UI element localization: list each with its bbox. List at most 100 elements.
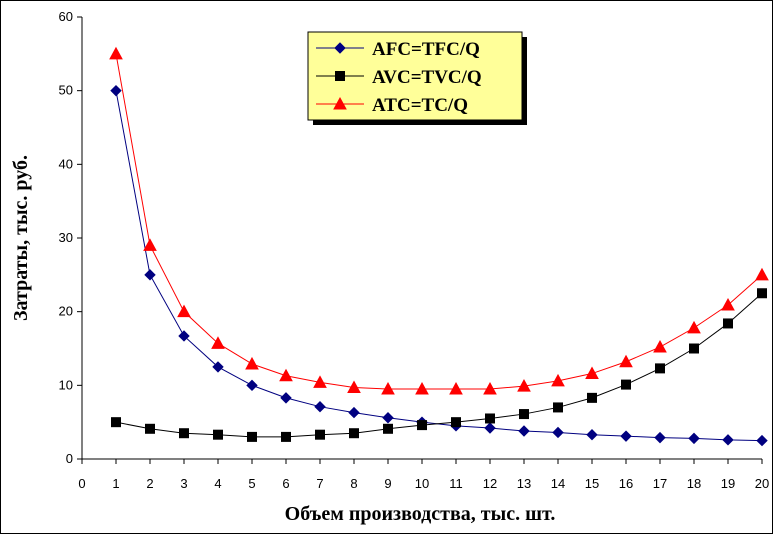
data-point <box>178 330 190 342</box>
legend-label: AVC=TVC/Q <box>372 67 482 88</box>
data-point <box>552 426 564 439</box>
series-line <box>115 292 763 438</box>
x-tick-label: 3 <box>180 476 187 491</box>
data-point <box>179 428 189 439</box>
data-point <box>756 434 768 447</box>
data-point <box>484 422 496 434</box>
x-tick-label: 17 <box>653 476 667 491</box>
data-point <box>415 381 429 395</box>
data-point <box>213 429 223 440</box>
legend-label: AFC=TFC/Q <box>372 39 480 60</box>
y-axis-title: Затраты, тыс. руб. <box>10 155 32 321</box>
data-point <box>348 406 360 419</box>
data-point <box>145 423 155 434</box>
y-tick-label: 30 <box>59 230 73 245</box>
data-point <box>587 392 597 403</box>
y-tick-label: 0 <box>66 451 73 466</box>
legend-marker <box>334 42 346 54</box>
data-point <box>279 368 293 382</box>
x-tick-label: 10 <box>415 476 429 491</box>
legend-marker <box>333 96 347 110</box>
data-point <box>315 429 325 440</box>
data-point <box>553 402 563 413</box>
y-tick-label: 10 <box>59 377 73 392</box>
data-point <box>653 339 667 353</box>
x-tick-label: 18 <box>687 476 701 491</box>
data-point <box>551 373 565 387</box>
data-point <box>722 434 734 446</box>
data-point <box>449 381 463 395</box>
y-tick-label: 40 <box>59 156 73 171</box>
data-point <box>687 320 701 334</box>
series-layer <box>109 46 769 447</box>
data-point <box>247 431 257 442</box>
data-point <box>109 46 123 60</box>
x-tick-label: 4 <box>214 476 221 491</box>
x-tick-label: 15 <box>585 476 599 491</box>
data-point <box>517 379 531 392</box>
x-axis-title: Объем производства, тыс. шт. <box>285 503 556 525</box>
series-square <box>111 288 767 442</box>
data-point <box>518 425 530 437</box>
x-tick-label: 19 <box>721 476 735 491</box>
data-point <box>485 413 495 424</box>
data-point <box>144 269 156 281</box>
x-tick-label: 9 <box>384 476 391 491</box>
x-tick-label: 20 <box>755 476 769 491</box>
legend-label: ATC=TC/Q <box>372 95 468 116</box>
data-point <box>349 428 359 439</box>
x-tick-label: 12 <box>483 476 497 491</box>
data-point <box>689 343 699 354</box>
data-point <box>621 379 631 390</box>
data-point <box>586 428 598 441</box>
x-tick-label: 8 <box>350 476 357 491</box>
data-point <box>483 381 497 395</box>
data-point <box>347 380 361 394</box>
data-point <box>245 356 259 370</box>
series-triangle <box>109 46 769 395</box>
x-tick-label: 2 <box>146 476 153 491</box>
data-point <box>143 238 157 251</box>
x-tick-label: 5 <box>248 476 255 491</box>
data-point <box>655 363 665 374</box>
data-point <box>519 409 529 420</box>
y-tick-label: 60 <box>59 9 73 24</box>
x-tick-label: 7 <box>316 476 323 491</box>
data-point <box>246 379 258 392</box>
data-point <box>688 432 700 445</box>
x-tick-label: 11 <box>449 476 463 491</box>
data-point <box>757 288 767 299</box>
data-point <box>585 366 599 380</box>
data-point <box>280 392 292 404</box>
legend: AFC=TFC/Q AVC=TVC/Q ATC=TC/Q <box>307 31 527 125</box>
x-tick-label: 14 <box>551 476 565 491</box>
data-point <box>383 423 393 434</box>
data-point <box>211 336 225 349</box>
y-tick-label: 50 <box>59 83 73 98</box>
data-point <box>382 412 394 424</box>
legend-marker <box>335 71 345 81</box>
x-tick-label: 0 <box>78 476 85 491</box>
x-tick-label: 6 <box>282 476 289 491</box>
data-point <box>177 304 191 318</box>
data-point <box>417 420 427 431</box>
data-point <box>110 84 122 97</box>
data-point <box>212 361 224 373</box>
data-point <box>313 375 327 388</box>
y-tick-label: 20 <box>59 304 73 319</box>
data-point <box>381 381 395 395</box>
data-point <box>111 417 121 428</box>
x-tick-label: 1 <box>112 476 119 491</box>
data-point <box>314 400 326 413</box>
data-point <box>619 354 633 368</box>
x-tick-label: 13 <box>517 476 531 491</box>
data-point <box>721 297 735 311</box>
data-point <box>755 267 769 281</box>
data-point <box>451 417 461 428</box>
data-point <box>620 430 632 442</box>
data-point <box>281 431 291 442</box>
x-tick-label: 16 <box>619 476 633 491</box>
